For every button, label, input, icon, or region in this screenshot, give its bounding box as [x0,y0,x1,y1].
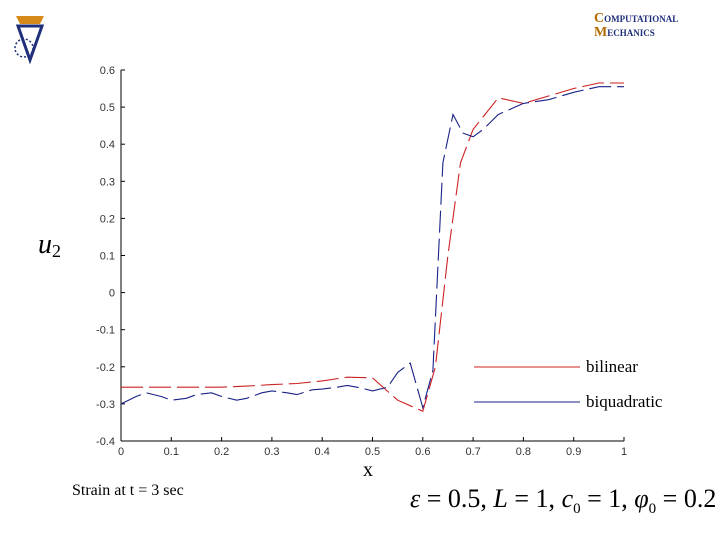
parameter-formula: ε = 0.5, L = 1, c0 = 1, φ0 = 0.2 [410,484,716,518]
x-tick-label: 0.3 [264,446,279,458]
y-tick-label: 0.5 [100,102,115,114]
formula-eps-value: = 0.5, [420,484,494,513]
y-axis-label-main: u [38,229,52,260]
x-tick-labels: 0 0.1 0.2 0.3 0.4 0.5 0.6 0.7 0.8 0.9 1 [118,437,627,458]
formula-phi-value: = 0.2 [656,484,717,513]
series-line-bilinear [121,82,624,413]
x-tick-label: 0.6 [415,446,430,458]
x-tick-label: 0.5 [365,446,380,458]
x-tick-label: 0.8 [516,446,531,458]
institution-logo [10,10,50,69]
formula-c-sub: 0 [573,501,581,518]
formula-L: L [493,484,508,513]
formula-phi-sub: 0 [648,501,657,518]
y-tick-label: 0.6 [100,65,115,77]
y-tick-label: 0.4 [100,139,115,151]
y-tick-label: 0.1 [100,251,115,263]
caption: Strain at t = 3 sec [72,482,184,499]
y-tick-label: -0.2 [96,362,115,374]
plot-axes [120,70,624,442]
formula-phi: φ [634,484,649,513]
legend-label-biquadratic: biquadratic [586,392,663,411]
x-tick-label: 0 [118,446,124,458]
legend-label-bilinear: bilinear [586,357,638,376]
x-tick-label: 1 [621,446,627,458]
formula-c: c [561,484,574,513]
y-tick-label: 0 [109,288,115,300]
y-tick-label: -0.3 [96,399,115,411]
y-tick-label: -0.4 [96,436,115,448]
series-lines [120,82,624,413]
formula-L-value: = 1, [507,484,562,513]
institution-logo-icon [14,16,45,65]
series-line-biquadratic [120,86,624,410]
x-tick-label: 0.4 [315,446,330,458]
x-tick-label: 0.2 [214,446,229,458]
y-axis-label: u2 [38,229,61,261]
logo-initial-c: C [594,11,605,26]
x-tick-label: 0.7 [465,446,480,458]
y-tick-label: -0.1 [96,325,115,337]
logo-line-1: OMPUTATIONAL [604,14,679,24]
formula-eps: ε [410,484,421,513]
computational-mechanics-logo: COMPUTATIONAL MECHANICS [594,12,678,40]
logo-line-2: ECHANICS [607,28,655,38]
formula-c-value: = 1, [580,484,635,513]
y-axis-label-sub: 2 [52,241,61,261]
x-tick-label: 0.9 [566,446,581,458]
logo-initial-m: M [594,25,608,40]
x-axis-label: x [363,459,373,481]
y-tick-labels: -0.4 -0.3 -0.2 -0.1 0 0.1 0.2 0.3 0.4 0.5 0.6 [96,65,125,448]
legend: bilinear biquadratic [474,357,663,411]
y-tick-label: 0.3 [100,176,115,188]
y-tick-label: 0.2 [100,213,115,225]
x-tick-label: 0.1 [164,446,179,458]
